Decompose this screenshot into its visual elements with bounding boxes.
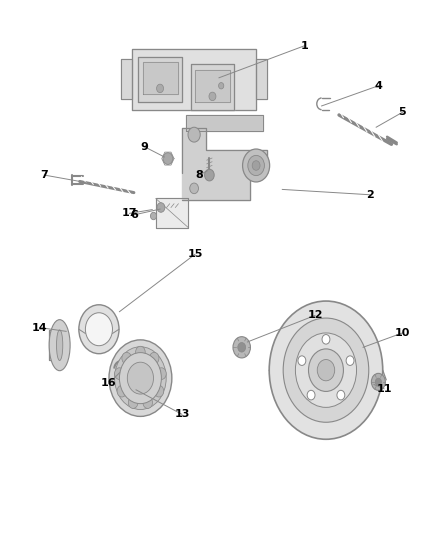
Text: 17: 17: [122, 208, 137, 219]
Ellipse shape: [283, 318, 369, 422]
Text: 13: 13: [174, 409, 190, 419]
Ellipse shape: [49, 320, 70, 370]
Circle shape: [157, 368, 166, 379]
Text: 6: 6: [130, 210, 138, 220]
Text: 10: 10: [395, 328, 410, 338]
Circle shape: [205, 169, 214, 181]
Circle shape: [298, 356, 306, 366]
Circle shape: [322, 335, 330, 344]
Polygon shape: [49, 330, 60, 360]
Text: 9: 9: [141, 142, 149, 152]
Circle shape: [163, 153, 173, 165]
Polygon shape: [186, 115, 263, 131]
Circle shape: [115, 368, 124, 379]
Polygon shape: [132, 49, 256, 110]
Text: 8: 8: [195, 170, 203, 180]
Polygon shape: [121, 59, 132, 99]
Text: 7: 7: [40, 170, 48, 180]
Ellipse shape: [317, 360, 335, 381]
Polygon shape: [138, 56, 182, 102]
Text: 11: 11: [376, 384, 392, 394]
Circle shape: [219, 83, 224, 89]
Ellipse shape: [252, 161, 260, 170]
Text: 5: 5: [399, 107, 406, 117]
Polygon shape: [143, 62, 177, 94]
Ellipse shape: [269, 301, 383, 439]
Circle shape: [209, 92, 216, 101]
Ellipse shape: [57, 330, 63, 360]
Text: 1: 1: [300, 41, 308, 51]
Ellipse shape: [308, 349, 343, 391]
Ellipse shape: [243, 149, 270, 182]
Circle shape: [149, 352, 159, 364]
Circle shape: [157, 203, 165, 212]
Circle shape: [346, 356, 354, 366]
Circle shape: [188, 127, 200, 142]
Text: 2: 2: [366, 190, 374, 200]
Circle shape: [128, 397, 138, 408]
Text: 4: 4: [374, 81, 382, 91]
Circle shape: [136, 346, 145, 358]
Ellipse shape: [79, 305, 119, 354]
Circle shape: [337, 390, 345, 400]
Ellipse shape: [120, 353, 161, 403]
Circle shape: [143, 397, 152, 408]
Polygon shape: [182, 128, 267, 200]
Polygon shape: [256, 59, 267, 99]
Text: 12: 12: [307, 310, 323, 320]
Circle shape: [238, 343, 246, 352]
Circle shape: [190, 183, 198, 193]
Circle shape: [233, 337, 251, 358]
Circle shape: [371, 373, 385, 390]
Text: 14: 14: [32, 322, 48, 333]
Ellipse shape: [127, 362, 153, 394]
Circle shape: [154, 385, 164, 397]
Polygon shape: [191, 64, 234, 110]
Circle shape: [307, 390, 315, 400]
Text: 16: 16: [101, 378, 117, 389]
Ellipse shape: [248, 156, 265, 175]
Ellipse shape: [109, 340, 172, 416]
Polygon shape: [195, 70, 230, 102]
Ellipse shape: [115, 347, 166, 409]
Circle shape: [156, 84, 163, 93]
Ellipse shape: [85, 313, 113, 346]
Circle shape: [117, 385, 127, 397]
Circle shape: [150, 212, 156, 220]
Circle shape: [375, 378, 381, 385]
Text: 15: 15: [187, 249, 203, 259]
Circle shape: [122, 352, 131, 364]
Ellipse shape: [295, 333, 357, 407]
Polygon shape: [155, 198, 188, 228]
